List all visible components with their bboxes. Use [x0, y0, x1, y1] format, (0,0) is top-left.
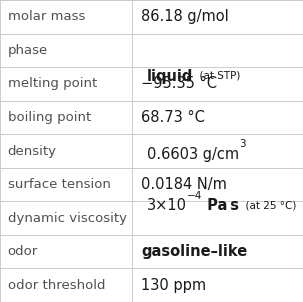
Text: dynamic viscosity: dynamic viscosity — [8, 212, 127, 225]
Text: melting point: melting point — [8, 77, 97, 90]
Text: 0.6603 g/cm: 0.6603 g/cm — [147, 146, 239, 162]
Text: odor threshold: odor threshold — [8, 279, 105, 292]
Text: −4: −4 — [187, 191, 202, 201]
Text: odor: odor — [8, 245, 38, 258]
Text: 0.0184 N/m: 0.0184 N/m — [141, 177, 227, 192]
Text: boiling point: boiling point — [8, 111, 91, 124]
Text: (at 25 °C): (at 25 °C) — [239, 200, 297, 210]
Text: phase: phase — [8, 44, 48, 57]
Text: 68.73 °C: 68.73 °C — [141, 110, 205, 125]
Text: −95.35 °C: −95.35 °C — [141, 76, 217, 92]
Text: surface tension: surface tension — [8, 178, 111, 191]
Text: density: density — [8, 144, 57, 158]
Text: gasoline–like: gasoline–like — [141, 244, 247, 259]
Text: 3×10: 3×10 — [147, 198, 187, 213]
Text: 86.18 g/mol: 86.18 g/mol — [141, 9, 229, 24]
Text: Pa s: Pa s — [202, 198, 239, 213]
Text: liquid: liquid — [147, 69, 193, 84]
Text: (at STP): (at STP) — [193, 71, 241, 81]
Text: 3: 3 — [239, 139, 246, 149]
Text: molar mass: molar mass — [8, 10, 85, 23]
Text: 130 ppm: 130 ppm — [141, 278, 206, 293]
